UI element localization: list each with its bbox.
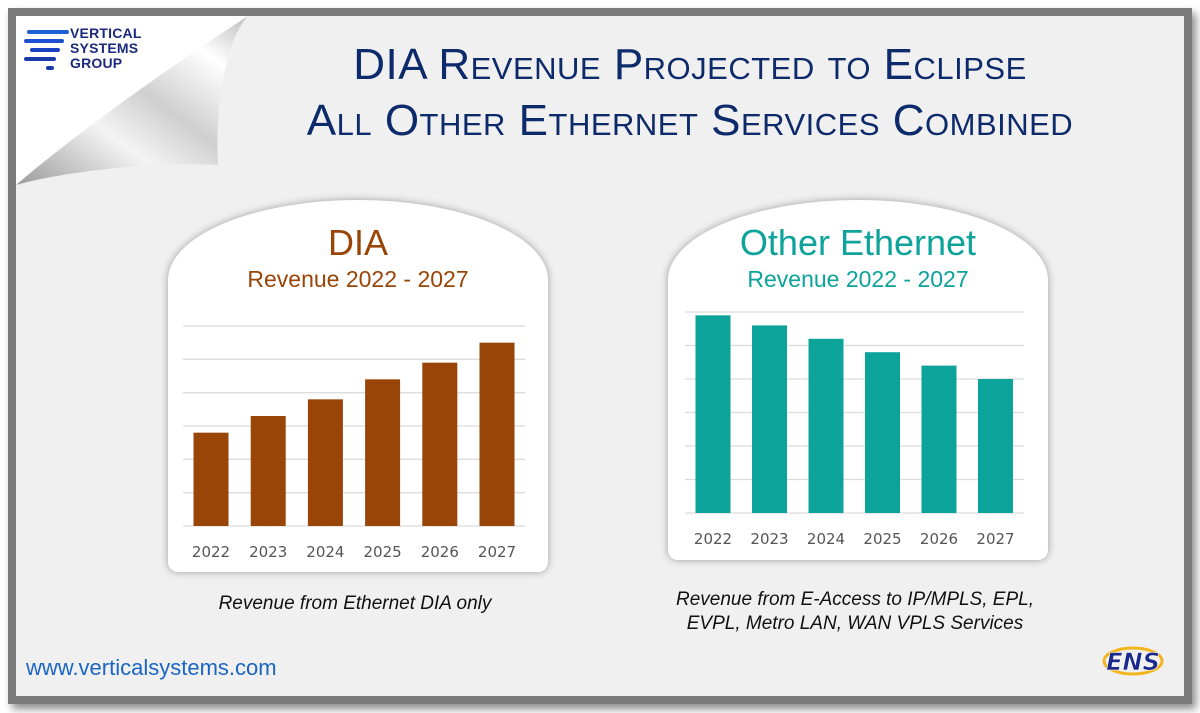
website-link[interactable]: www.verticalsystems.com	[26, 655, 277, 680]
bar-2027	[479, 342, 515, 526]
dia-caption: Revenue from Ethernet DIA only	[218, 593, 492, 614]
caption-line: Revenue from E-Access to IP/MPLS, EPL,	[676, 589, 1034, 610]
ens-logo: ENS	[1102, 646, 1164, 676]
bar-2023	[250, 416, 286, 526]
logo-stripes-icon	[24, 30, 69, 70]
x-tick-label: 2027	[976, 530, 1014, 548]
other-ethernet-chart-title: Other Ethernet	[739, 222, 977, 263]
other-ethernet-chart-subtitle: Revenue 2022 - 2027	[747, 266, 969, 292]
bar-2022	[695, 315, 731, 513]
x-tick-label: 2022	[694, 530, 732, 548]
x-tick-label: 2025	[364, 543, 402, 561]
svg-text:ENS: ENS	[1106, 648, 1160, 676]
x-tick-label: 2026	[421, 543, 459, 561]
x-tick-label: 2024	[306, 543, 344, 561]
other-ethernet-caption: Revenue from E-Access to IP/MPLS, EPL, E…	[630, 588, 1080, 636]
dia-chart-subtitle: Revenue 2022 - 2027	[247, 266, 469, 292]
x-tick-label: 2025	[863, 530, 901, 548]
bar-2024	[307, 399, 343, 526]
x-tick-label: 2027	[478, 543, 516, 561]
bar-2025	[365, 379, 401, 526]
logo-line: GROUP	[70, 55, 123, 71]
x-tick-label: 2023	[249, 543, 287, 561]
page-title-line-1: DIA Revenue Projected to Eclipse	[353, 40, 1027, 89]
dia-chart-title: DIA	[327, 222, 388, 263]
logo-line: VERTICAL	[70, 25, 142, 41]
x-tick-label: 2022	[192, 543, 230, 561]
bar-2024	[808, 338, 844, 513]
x-tick-label: 2023	[750, 530, 788, 548]
bar-2026	[921, 365, 957, 513]
caption-line: EVPL, Metro LAN, WAN VPLS Services	[686, 613, 1024, 634]
bar-2027	[978, 379, 1013, 513]
bar-2023	[752, 325, 787, 513]
x-tick-label: 2024	[807, 530, 845, 548]
bar-2022	[193, 432, 229, 526]
page-title-line-2: All Other Ethernet Services Combined	[306, 96, 1074, 145]
bar-2025	[865, 352, 900, 513]
logo-line: SYSTEMS	[70, 40, 139, 56]
bar-2026	[422, 362, 458, 526]
vertical-systems-group-logo: VERTICAL SYSTEMS GROUP	[22, 22, 152, 82]
x-tick-label: 2026	[920, 530, 958, 548]
